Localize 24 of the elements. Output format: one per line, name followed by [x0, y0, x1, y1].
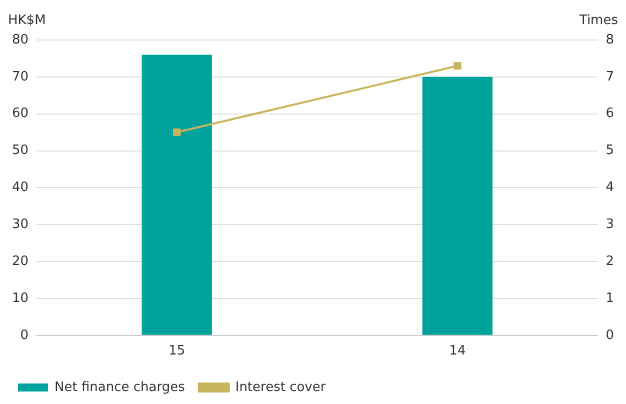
legend-label: Net finance charges [54, 380, 186, 395]
y2-tick-label: 7 [606, 69, 614, 84]
y2-tick-label: 2 [606, 254, 614, 269]
y2-tick-label: 3 [606, 217, 614, 232]
y-tick-label: 10 [12, 290, 29, 306]
y-tick-label: 60 [12, 106, 29, 122]
y-tick-label: 50 [12, 143, 29, 158]
y-tick-label: 80 [12, 32, 29, 48]
y2-tick-label: 4 [606, 180, 614, 196]
x-tick-label: 14 [449, 344, 466, 359]
y-axis-title: HK$M [8, 12, 46, 28]
y-tick-label: 40 [12, 180, 29, 196]
y-tick-label: 70 [12, 69, 29, 84]
y2-axis-title: Times [578, 12, 618, 28]
y-tick-label: 0 [20, 328, 29, 343]
y-tick-label: 20 [12, 254, 29, 269]
y2-tick-label: 6 [606, 106, 614, 122]
y2-tick-label: 8 [606, 32, 614, 48]
y2-tick-label: 1 [606, 290, 614, 306]
x-tick-label: 15 [168, 344, 186, 359]
y-tick-label: 30 [12, 217, 29, 232]
legend-label: Interest cover [235, 380, 326, 395]
y2-tick-label: 0 [606, 328, 614, 343]
y2-tick-label: 5 [606, 143, 614, 158]
